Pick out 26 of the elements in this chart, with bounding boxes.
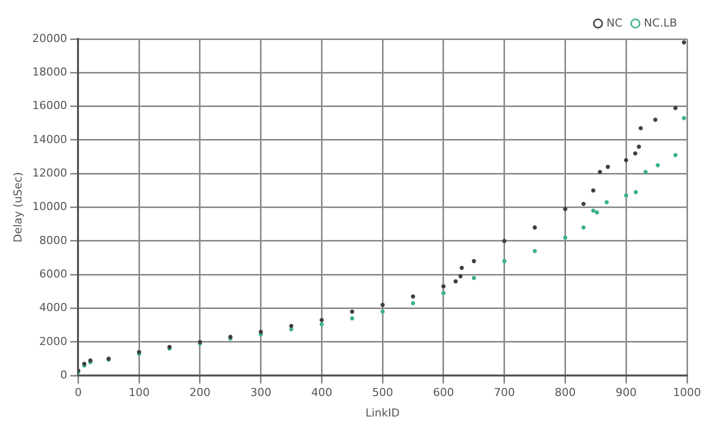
x-tick-label: 700 bbox=[494, 386, 515, 400]
y-axis-title: Delay (uSec) bbox=[11, 172, 24, 243]
y-tick-label: 12000 bbox=[32, 166, 68, 180]
x-axis-title: LinkID bbox=[365, 406, 400, 420]
x-tick-label: 500 bbox=[372, 386, 394, 400]
y-tick-label: 20000 bbox=[32, 32, 68, 45]
x-tick-label: 600 bbox=[432, 386, 454, 400]
y-tick-label: 18000 bbox=[32, 66, 68, 79]
y-tick-label: 4000 bbox=[39, 301, 68, 314]
x-tick-label: 800 bbox=[554, 386, 576, 400]
x-tick-label: 0 bbox=[74, 386, 82, 400]
y-tick-label: 10000 bbox=[32, 200, 68, 214]
x-tick-label: 100 bbox=[128, 386, 150, 400]
x-tick-label: 1000 bbox=[673, 386, 701, 400]
y-tick-label: 6000 bbox=[39, 267, 68, 280]
x-tick-label: 300 bbox=[250, 386, 272, 400]
y-tick-label: 8000 bbox=[39, 234, 68, 247]
x-tick-label: 200 bbox=[189, 386, 210, 400]
x-tick-label: 400 bbox=[311, 386, 332, 400]
y-tick-label: 0 bbox=[60, 368, 68, 382]
y-tick-label: 2000 bbox=[39, 334, 68, 348]
y-tick-label: 14000 bbox=[32, 132, 68, 146]
legend-label: NC.LB bbox=[644, 16, 678, 30]
legend-label: NC bbox=[606, 16, 623, 30]
y-tick-label: 16000 bbox=[32, 99, 68, 112]
x-tick-label: 900 bbox=[616, 386, 637, 400]
